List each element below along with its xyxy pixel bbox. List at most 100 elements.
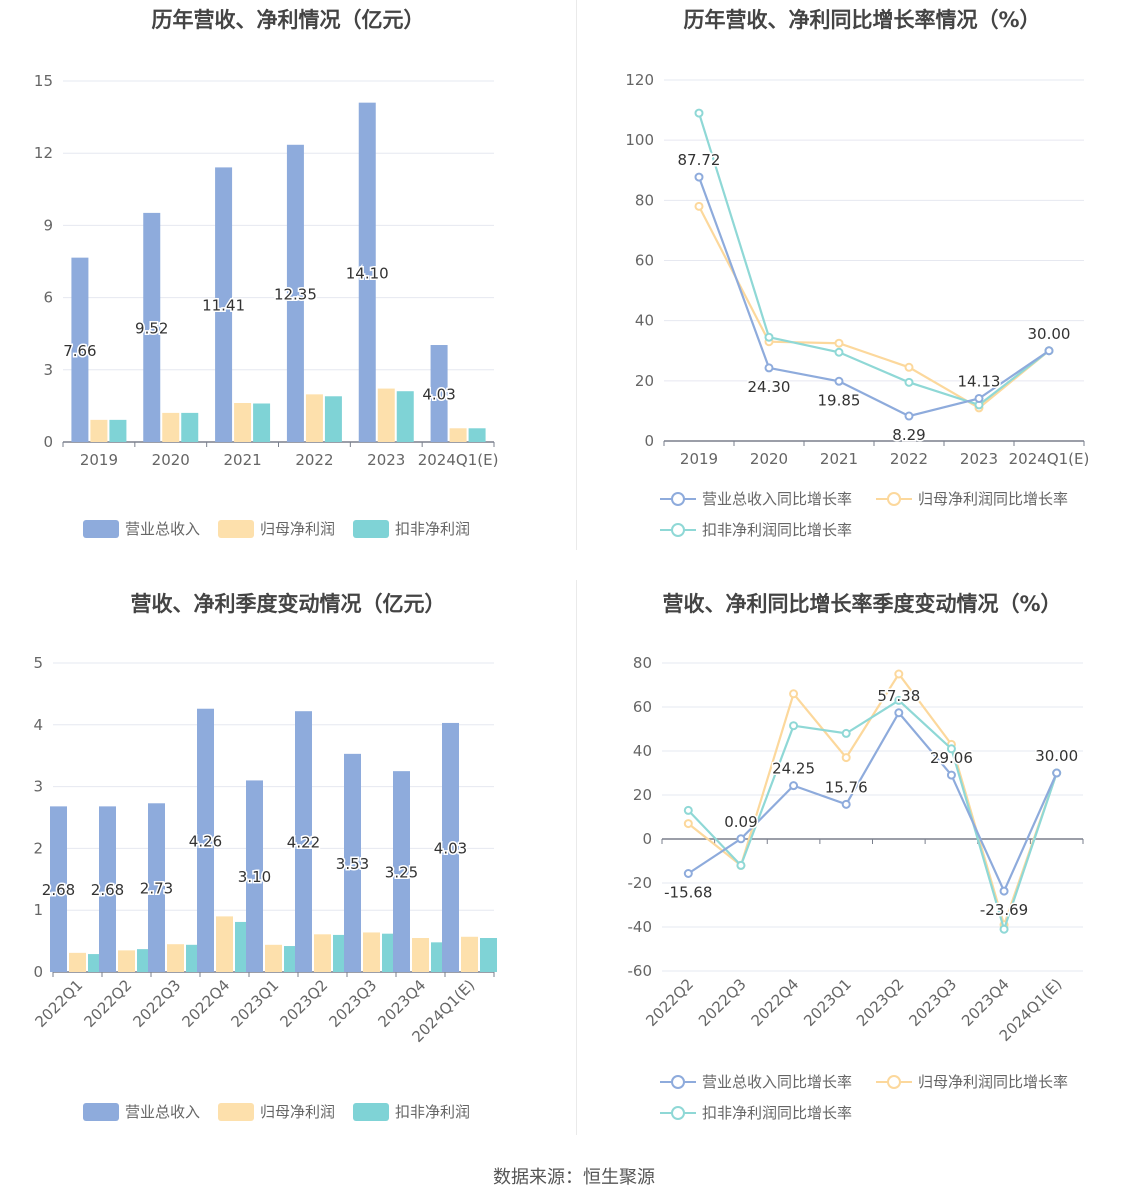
legend-label: 营业总收入 [125, 1103, 201, 1121]
bar [167, 944, 184, 972]
legend-item-deducted-profit-growth[interactable]: 扣非净利润同比增长率 [660, 1102, 852, 1123]
data-point [974, 393, 984, 403]
data-point [841, 728, 851, 738]
bar [90, 419, 108, 442]
bar [99, 806, 116, 972]
data-label: 24.25 [772, 760, 815, 778]
legend-label: 营业总收入 [125, 520, 201, 538]
y-tick-label: 60 [633, 698, 652, 716]
legend-swatch [83, 1102, 119, 1121]
annual-revenue-svg: 0 3 6 9 12 15 2019 2020 2021 2022 2023 2024Q1(E) 7.6… [34, 72, 499, 469]
data-point [894, 695, 904, 705]
bar [118, 950, 135, 972]
legend-label: 归母净利润同比增长率 [918, 1073, 1069, 1091]
x-tick-label: 2023Q3 [326, 976, 381, 1031]
series-line [698, 205, 1050, 410]
data-point [894, 708, 904, 718]
chart-title: 营收、净利同比增长率季度变动情况（%） [662, 592, 1062, 616]
data-label: -15.68 [664, 883, 712, 901]
y-tick-label: 3 [33, 778, 43, 796]
data-point [736, 860, 746, 870]
y-tick-label: 0 [43, 433, 53, 451]
legend-label: 扣非净利润 [395, 520, 471, 538]
quarterly-revenue-chart: 营收、净利季度变动情况（亿元） 0 1 2 3 4 5 2022Q1 2022Q2 2022Q3… [0, 580, 576, 1150]
y-tick-label: -60 [628, 962, 653, 980]
bar [480, 938, 497, 972]
bar [216, 916, 233, 972]
y-tick-label: 1 [33, 901, 43, 919]
legend-swatch [218, 1102, 254, 1121]
data-label: 3.53 [336, 855, 369, 873]
data-point [789, 689, 799, 699]
bar [377, 388, 395, 442]
legend-swatch [353, 519, 389, 538]
y-tick-label: 4 [33, 716, 43, 734]
bar [148, 803, 165, 972]
bar [286, 144, 304, 442]
bar [344, 753, 361, 972]
panel-divider [576, 0, 577, 550]
data-label: 4.22 [287, 834, 320, 852]
data-label: 29.06 [930, 749, 973, 767]
data-point [683, 868, 693, 878]
legend-swatch [218, 519, 254, 538]
data-point [694, 108, 704, 118]
data-label: 30.00 [1035, 747, 1078, 765]
legend-item-deducted-profit-growth[interactable]: 扣非净利润同比增长率 [660, 519, 852, 540]
x-tick-label: 2022Q3 [695, 975, 750, 1030]
legend-item-revenue[interactable]: 营业总收入 [83, 1101, 200, 1122]
data-label: 2.68 [42, 881, 75, 899]
bar [234, 403, 252, 442]
legend-item-deducted-profit[interactable]: 扣非净利润 [353, 1101, 470, 1122]
legend-swatch [660, 490, 696, 508]
y-tick-label: 5 [33, 654, 43, 672]
bar [468, 428, 486, 442]
legend-item-revenue-growth[interactable]: 营业总收入同比增长率 [660, 1071, 852, 1092]
legend-item-net-profit[interactable]: 归母净利润 [218, 518, 335, 539]
series-line [697, 176, 1050, 418]
x-tick-label: 2024Q1(E) [1009, 450, 1090, 468]
legend-label: 营业总收入同比增长率 [702, 1073, 853, 1091]
data-label: 0.09 [724, 813, 757, 831]
data-label: 9.52 [135, 319, 168, 337]
legend-item-net-profit-growth[interactable]: 归母净利润同比增长率 [876, 488, 1068, 509]
legend-swatch [660, 1073, 696, 1091]
data-point [904, 411, 914, 421]
x-tick-label: 2023Q1 [228, 976, 283, 1031]
y-tick-label: 9 [43, 216, 53, 234]
quarterly-growth-chart: 营收、净利同比增长率季度变动情况（%） -60 -40 -20 0 20 40 60 80 20… [576, 580, 1148, 1150]
y-tick-label: 0 [644, 432, 654, 450]
bar [442, 722, 459, 972]
y-tick-label: 6 [43, 289, 53, 307]
y-tick-label: -20 [628, 874, 653, 892]
data-label: 4.03 [434, 839, 467, 857]
legend-item-revenue-growth[interactable]: 营业总收入同比增长率 [660, 488, 852, 509]
legend-item-net-profit[interactable]: 归母净利润 [218, 1101, 335, 1122]
data-label: 87.72 [678, 151, 721, 169]
data-point [834, 347, 844, 357]
legend-swatch [660, 1104, 696, 1122]
legend-item-revenue[interactable]: 营业总收入 [83, 518, 200, 539]
y-tick-label: 3 [43, 361, 53, 379]
bar [69, 952, 86, 972]
data-label: 15.76 [825, 778, 868, 796]
data-label: 24.30 [748, 378, 791, 396]
data-point [904, 362, 914, 372]
bar [265, 944, 282, 972]
legend-item-net-profit-growth[interactable]: 归母净利润同比增长率 [876, 1071, 1068, 1092]
data-label: 30.00 [1028, 325, 1071, 343]
bar [50, 806, 67, 972]
legend-item-deducted-profit[interactable]: 扣非净利润 [353, 518, 470, 539]
series-line [697, 112, 1050, 407]
y-tick-label: 80 [633, 654, 652, 672]
data-label: -23.69 [980, 901, 1028, 919]
legend-label: 归母净利润 [260, 520, 336, 538]
bar [253, 403, 271, 442]
x-tick-label: 2020 [152, 451, 190, 469]
data-label: 4.26 [189, 832, 222, 850]
data-source-note: 数据来源：恒生聚源 [493, 1167, 655, 1188]
x-tick-label: 2023Q3 [905, 975, 960, 1030]
bar [143, 212, 161, 442]
bar [181, 412, 199, 442]
x-tick-label: 2022Q4 [179, 976, 234, 1031]
